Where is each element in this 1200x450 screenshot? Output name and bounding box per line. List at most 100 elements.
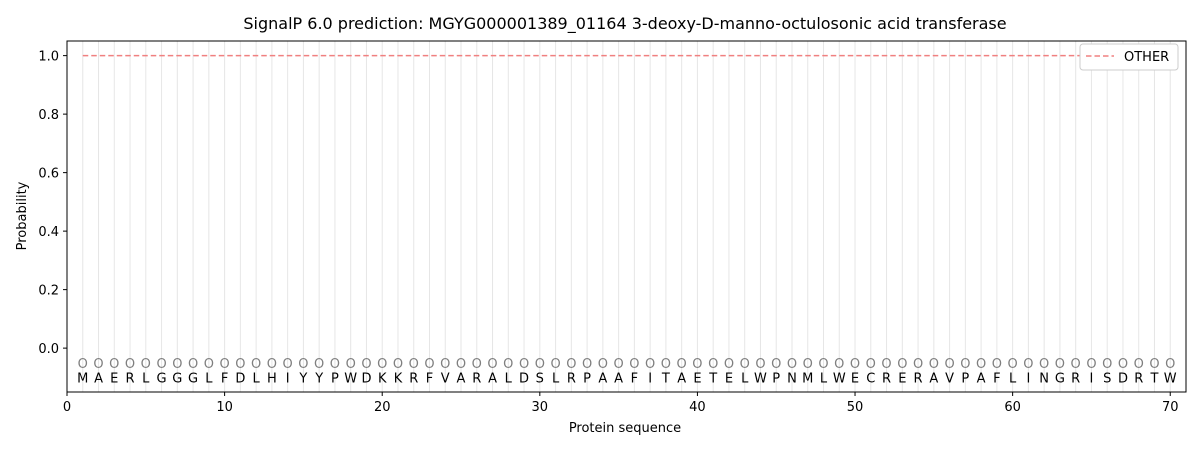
residue-label: G <box>157 371 167 386</box>
residue-label: C <box>866 371 875 386</box>
residue-labels: OMOAOEOROLOGOGOGOLOFODOLOHOIOYOYOPOWODOK… <box>77 357 1177 387</box>
residue-label: P <box>961 371 969 386</box>
residue-label: I <box>648 371 652 386</box>
residue-label: L <box>1009 371 1017 386</box>
residue-label: L <box>505 371 513 386</box>
residue-label: A <box>614 371 623 386</box>
legend: OTHER <box>1079 43 1179 71</box>
region-label: O <box>850 357 860 372</box>
region-label: O <box>944 357 954 372</box>
residue-label: A <box>677 371 686 386</box>
y-tick-label: 0.2 <box>38 284 59 299</box>
residue-label: R <box>882 371 891 386</box>
region-label: O <box>740 357 750 372</box>
residue-label: F <box>631 371 638 386</box>
residue-label: L <box>205 371 213 386</box>
plot-frame <box>66 40 1187 393</box>
legend-frame <box>1079 43 1179 71</box>
residue-label: D <box>1118 371 1128 386</box>
residue-label: E <box>110 371 118 386</box>
residue-label: R <box>409 371 418 386</box>
residue-label: W <box>1164 371 1177 386</box>
residue-label: A <box>598 371 607 386</box>
residue-label: F <box>993 371 1000 386</box>
residue-label: P <box>331 371 339 386</box>
x-axis-ticks: 0 10 20 30 40 50 60 70 <box>63 392 1179 415</box>
x-tick-label: 30 <box>532 400 549 415</box>
region-label: O <box>519 357 529 372</box>
region-label: O <box>771 357 781 372</box>
region-label: O <box>298 357 308 372</box>
residue-label: Y <box>298 371 307 386</box>
region-label: O <box>125 357 135 372</box>
residue-label: W <box>344 371 357 386</box>
region-label: O <box>219 357 229 372</box>
region-label: O <box>960 357 970 372</box>
residue-label: R <box>1134 371 1143 386</box>
region-label: O <box>1086 357 1096 372</box>
region-label: O <box>692 357 702 372</box>
residue-label: I <box>1026 371 1030 386</box>
residue-label: R <box>126 371 135 386</box>
residue-label: A <box>488 371 497 386</box>
region-label: O <box>1008 357 1018 372</box>
region-label: O <box>550 357 560 372</box>
region-label: O <box>141 357 151 372</box>
residue-label: T <box>661 371 670 386</box>
y-tick-label: 0.4 <box>38 225 59 240</box>
residue-label: A <box>977 371 986 386</box>
residue-label: L <box>142 371 150 386</box>
residue-label: G <box>172 371 182 386</box>
chart-title: SignalP 6.0 prediction: MGYG000001389_01… <box>243 14 1006 34</box>
residue-label: L <box>820 371 828 386</box>
x-tick-label: 20 <box>374 400 391 415</box>
residue-label: R <box>472 371 481 386</box>
residue-label: R <box>1071 371 1080 386</box>
region-label: O <box>503 357 513 372</box>
x-tick-label: 10 <box>216 400 233 415</box>
region-label: O <box>834 357 844 372</box>
residue-label: S <box>1103 371 1111 386</box>
region-label: O <box>1102 357 1112 372</box>
x-tick-label: 60 <box>1004 400 1021 415</box>
residue-label: L <box>253 371 261 386</box>
region-label: O <box>93 357 103 372</box>
region-label: O <box>204 357 214 372</box>
residue-label: A <box>457 371 466 386</box>
region-label: O <box>456 357 466 372</box>
region-label: O <box>881 357 891 372</box>
x-tick-label: 40 <box>689 400 706 415</box>
x-axis-label: Protein sequence <box>569 421 681 436</box>
region-label: O <box>251 357 261 372</box>
region-label: O <box>566 357 576 372</box>
region-label: O <box>913 357 923 372</box>
region-label: O <box>330 357 340 372</box>
residue-label: T <box>708 371 717 386</box>
residue-label: V <box>441 371 450 386</box>
residue-label: G <box>188 371 198 386</box>
region-label: O <box>803 357 813 372</box>
residue-label: F <box>426 371 433 386</box>
region-label: O <box>598 357 608 372</box>
residue-label: Y <box>314 371 323 386</box>
residue-label: W <box>833 371 846 386</box>
region-label: O <box>645 357 655 372</box>
residue-label: E <box>851 371 859 386</box>
y-tick-label: 0.0 <box>38 342 59 357</box>
region-label: O <box>361 357 371 372</box>
region-label: O <box>724 357 734 372</box>
region-label: O <box>755 357 765 372</box>
residue-label: D <box>235 371 245 386</box>
region-label: O <box>78 357 88 372</box>
residue-label: R <box>914 371 923 386</box>
residue-label: M <box>802 371 813 386</box>
residue-label: E <box>898 371 906 386</box>
region-label: O <box>424 357 434 372</box>
y-tick-label: 1.0 <box>38 50 59 65</box>
residue-label: P <box>583 371 591 386</box>
region-label: O <box>472 357 482 372</box>
residue-label: D <box>361 371 371 386</box>
region-label: O <box>976 357 986 372</box>
residue-label: A <box>94 371 103 386</box>
